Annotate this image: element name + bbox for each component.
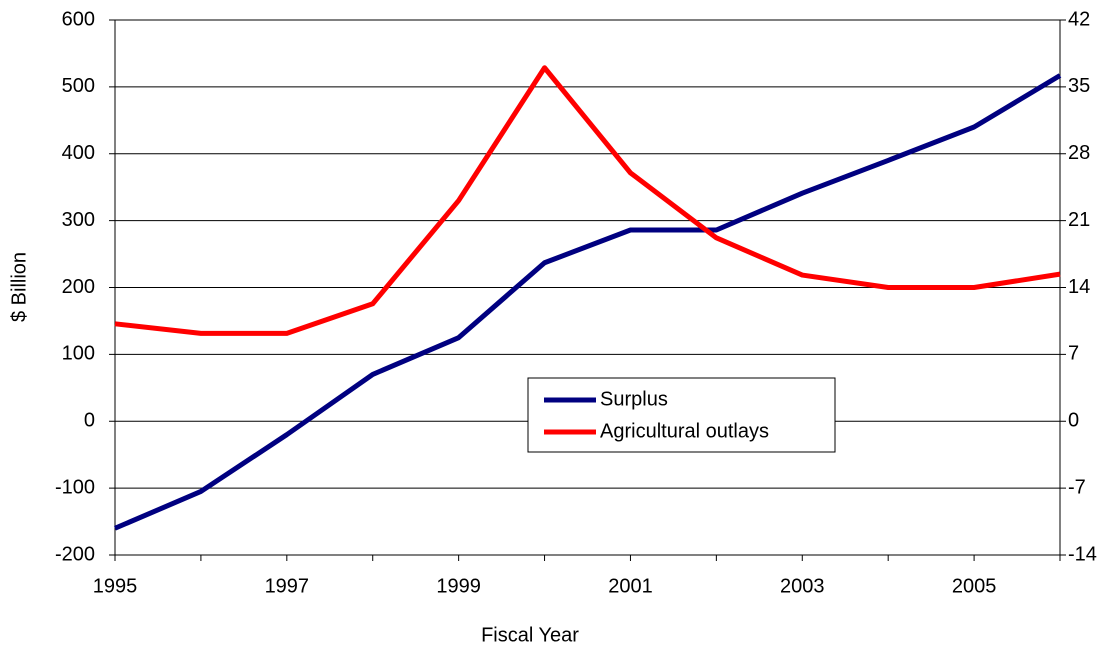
series-line (114, 65, 1061, 336)
y2-tick-label: 28 (1068, 142, 1090, 164)
y2-tick-label: 7 (1068, 343, 1079, 365)
y2-tick-label: -14 (1068, 543, 1097, 565)
y2-tick-label: 35 (1068, 75, 1090, 97)
series-line (114, 73, 1062, 531)
y2-tick-label: 14 (1068, 276, 1090, 298)
legend-label: Surplus (600, 388, 668, 410)
y-tick-label: 300 (62, 209, 95, 231)
y-tick-label: -100 (55, 476, 95, 498)
x-tick-label: 2001 (608, 575, 653, 597)
y-tick-label: 500 (62, 75, 95, 97)
y-axis-label: $ Billion (8, 252, 30, 322)
y2-tick-label: 0 (1068, 410, 1079, 432)
y-tick-label: -200 (55, 543, 95, 565)
y-tick-label: 400 (62, 142, 95, 164)
x-tick-label: 2003 (780, 575, 825, 597)
y-tick-label: 200 (62, 276, 95, 298)
y2-tick-label: 42 (1068, 8, 1090, 30)
y-tick-label: 600 (62, 8, 95, 30)
y2-tick-label: 21 (1068, 209, 1090, 231)
x-tick-label: 1995 (93, 575, 138, 597)
y2-tick-label: -7 (1068, 476, 1086, 498)
x-tick-label: 1999 (436, 575, 481, 597)
x-axis-label: Fiscal Year (481, 624, 579, 646)
x-tick-label: 2005 (952, 575, 997, 597)
x-tick-label: 1997 (265, 575, 310, 597)
legend-label: Agricultural outlays (600, 420, 769, 442)
legend-box (527, 377, 836, 453)
y-tick-label: 100 (62, 343, 95, 365)
y-tick-label: 0 (84, 410, 95, 432)
